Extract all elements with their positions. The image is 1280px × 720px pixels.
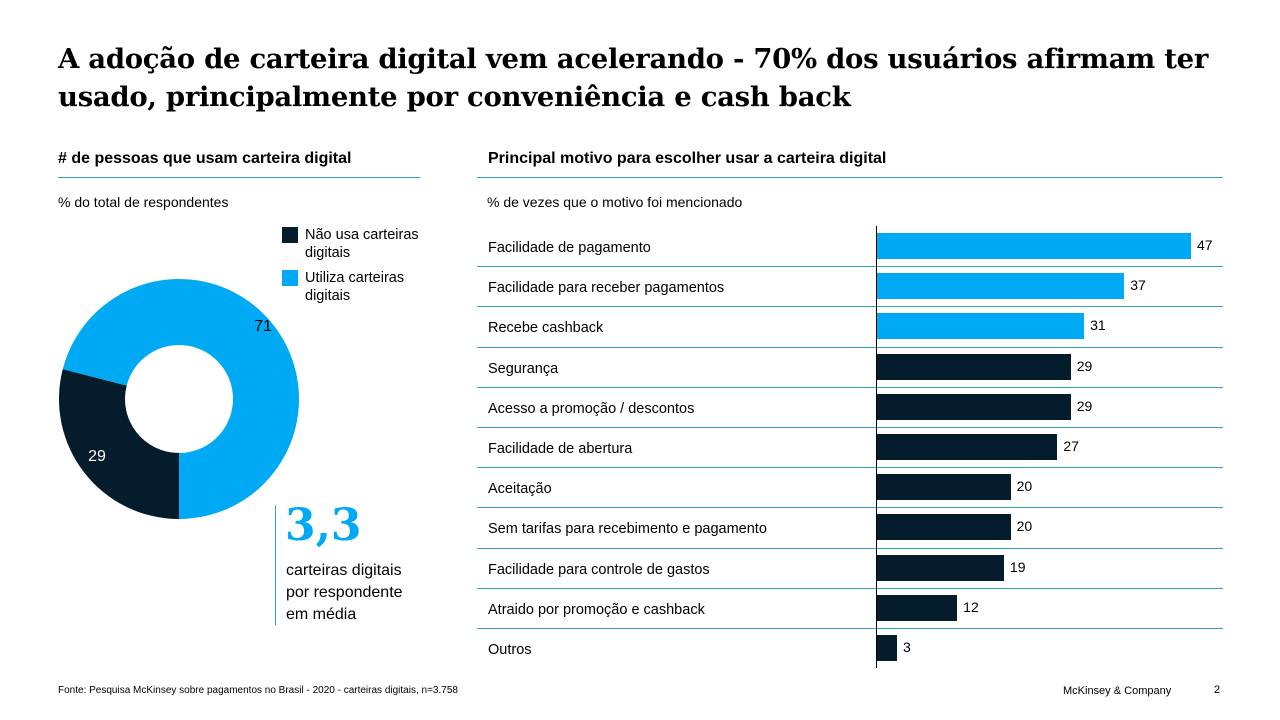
row-separator — [477, 507, 1223, 509]
bar — [877, 434, 1058, 460]
bar-value-label: 31 — [1090, 317, 1106, 334]
stat-divider — [275, 505, 276, 625]
stat-note-line: carteiras digitais — [286, 562, 402, 579]
stat-value: 3,3 — [285, 500, 362, 551]
left-header: # de pessoas que usam carteira digital — [58, 150, 352, 167]
bar — [877, 514, 1011, 541]
row-separator — [477, 467, 1223, 469]
bar-value-label: 20 — [1016, 478, 1033, 495]
bar — [877, 635, 898, 661]
bar-category-label: Facilidade de pagamento — [488, 240, 651, 256]
bar-value-label: 37 — [1130, 277, 1146, 294]
bar-category-label: Facilidade de abertura — [488, 441, 633, 457]
legend-swatch-utiliza — [282, 270, 298, 286]
brand: McKinsey & Company — [1063, 685, 1172, 697]
row-separator — [477, 386, 1223, 388]
bar — [877, 273, 1125, 300]
donut-data-label: 29 — [88, 448, 106, 465]
bar — [877, 313, 1085, 340]
bar — [877, 233, 1191, 259]
row-separator — [477, 306, 1223, 308]
bar-category-label: Atraido por promoção e cashback — [488, 601, 705, 618]
bar-value-label: 3 — [903, 639, 911, 655]
left-header-rule — [58, 177, 420, 178]
bar-category-label: Aceitação — [488, 481, 552, 498]
stat-note-line: por respondente — [286, 584, 403, 601]
legend-label-utiliza: Utiliza carteiras digitais — [305, 270, 405, 304]
bar — [877, 353, 1071, 380]
bar-value-label: 29 — [1076, 357, 1093, 374]
bar-category-label: Sem tarifas para recebimento e pagamento — [488, 521, 767, 538]
left-subtitle: % do total de respondentes — [58, 194, 229, 210]
row-separator — [477, 427, 1223, 428]
slide-title: A adoção de carteira digital vem acelera… — [58, 43, 1209, 113]
bar-value-label: 12 — [963, 598, 979, 615]
bar-value-label: 20 — [1016, 518, 1033, 535]
right-header: Principal motivo para escolher usar a ca… — [488, 150, 887, 167]
row-separator — [477, 628, 1223, 629]
row-separator — [477, 346, 1223, 348]
row-separator — [477, 587, 1223, 589]
legend-label-nao-usa: Não usa carteiras digitais — [305, 227, 419, 261]
bar-value-label: 19 — [1009, 558, 1026, 575]
stat-note-line: em média — [286, 606, 357, 623]
page-number: 2 — [1214, 684, 1221, 696]
bar — [877, 474, 1011, 501]
bar-category-label: Facilidade para receber pagamentos — [488, 280, 725, 297]
row-separator — [477, 266, 1223, 268]
donut-data-label: 71 — [254, 318, 272, 335]
bar-category-label: Outros — [488, 642, 532, 658]
bar — [877, 554, 1004, 581]
bar — [877, 594, 958, 621]
bar-category-label: Segurança — [488, 360, 559, 377]
legend-swatch-nao-usa — [282, 227, 298, 243]
bar — [877, 393, 1071, 420]
donut-chart: 29 71 — [58, 279, 299, 519]
bar-axis — [876, 226, 877, 668]
stat-note: carteiras digitais por respondente em mé… — [286, 560, 403, 626]
bar-value-label: 29 — [1076, 397, 1093, 414]
row-separator — [477, 547, 1223, 549]
bar-value-label: 47 — [1197, 237, 1213, 253]
donut-slice-nao-usa — [58, 369, 180, 519]
bar-category-label: Facilidade para controle de gastos — [488, 561, 710, 578]
bar-value-label: 27 — [1063, 438, 1079, 454]
bar-category-label: Recebe cashback — [488, 320, 604, 337]
source-note: Fonte: Pesquisa McKinsey sobre pagamento… — [58, 685, 458, 696]
donut-slice-utiliza — [62, 279, 299, 519]
bar-category-label: Acesso a promoção / descontos — [488, 400, 695, 417]
right-header-rule — [477, 177, 1223, 178]
right-subtitle: % de vezes que o motivo foi mencionado — [487, 194, 743, 210]
